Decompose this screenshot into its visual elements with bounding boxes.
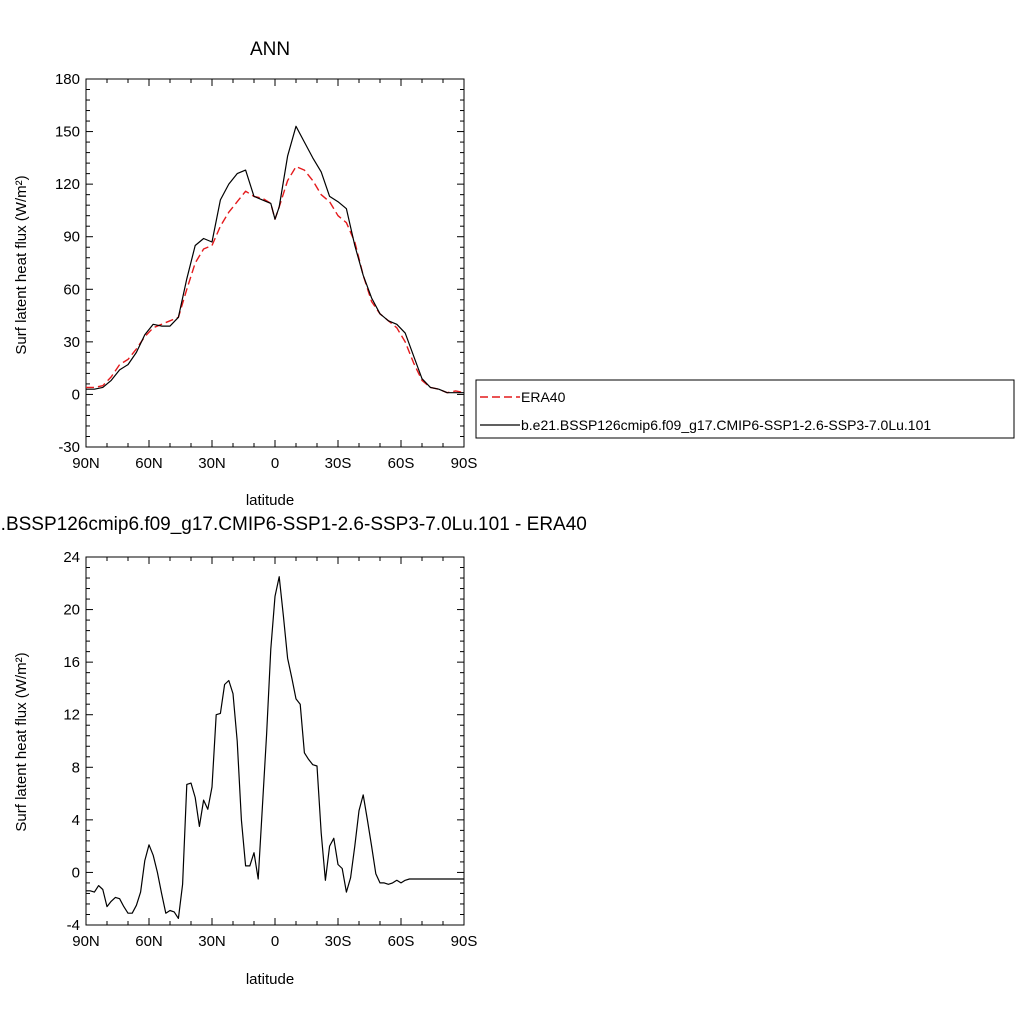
y-tick-label: 24 [63,549,80,566]
y-axis-label: Surf latent heat flux (W/m²) [13,652,30,831]
y-tick-label: 0 [72,864,80,881]
x-tick-label: 30S [325,455,352,472]
series-line-1 [86,125,464,394]
x-tick-label: 90S [451,455,478,472]
x-tick-label: 0 [271,933,279,950]
chart-bottom: b.e21.BSSP126cmip6.f09_g17.CMIP6-SSP1-2.… [0,514,587,988]
y-tick-label: 4 [72,812,80,829]
x-tick-label: 30N [198,933,226,950]
x-tick-label: 60S [388,933,415,950]
y-tick-label: 90 [63,229,80,246]
y-tick-label: -30 [58,439,80,456]
legend-label-model: b.e21.BSSP126cmip6.f09_g17.CMIP6-SSP1-2.… [521,417,931,433]
x-tick-label: 30N [198,455,226,472]
x-tick-label: 90S [451,933,478,950]
x-tick-label: 0 [271,455,279,472]
x-axis-label: latitude [246,971,294,988]
x-axis-label: latitude [246,492,294,509]
legend-box [475,379,1015,439]
x-tick-label: 60N [135,933,163,950]
chart-title: b.e21.BSSP126cmip6.f09_g17.CMIP6-SSP1-2.… [0,514,587,535]
plot-frame [85,78,465,448]
y-tick-label: 16 [63,654,80,671]
y-tick-label: -4 [67,917,80,934]
y-axis-label: Surf latent heat flux (W/m²) [13,175,30,354]
legend: ERA40 b.e21.BSSP126cmip6.f09_g17.CMIP6-S… [475,379,1015,439]
y-tick-label: 30 [63,334,80,351]
y-tick-label: 180 [55,71,80,88]
y-tick-label: 120 [55,176,80,193]
y-tick-label: 0 [72,386,80,403]
x-tick-label: 60S [388,455,415,472]
y-tick-label: 150 [55,124,80,141]
chart-title: ANN [250,39,290,60]
y-tick-label: 8 [72,759,80,776]
plot-frame [85,556,465,926]
y-tick-label: 60 [63,281,80,298]
x-tick-label: 60N [135,455,163,472]
x-tick-label: 90N [72,455,100,472]
series-line-0 [86,576,464,920]
series-line-0 [86,165,465,394]
legend-label-era40: ERA40 [521,389,566,405]
x-tick-label: 90N [72,933,100,950]
y-tick-label: 12 [63,707,80,724]
y-tick-label: 20 [63,602,80,619]
x-tick-label: 30S [325,933,352,950]
chart-top: ANN latitude Surf latent heat flux (W/m²… [13,39,477,509]
